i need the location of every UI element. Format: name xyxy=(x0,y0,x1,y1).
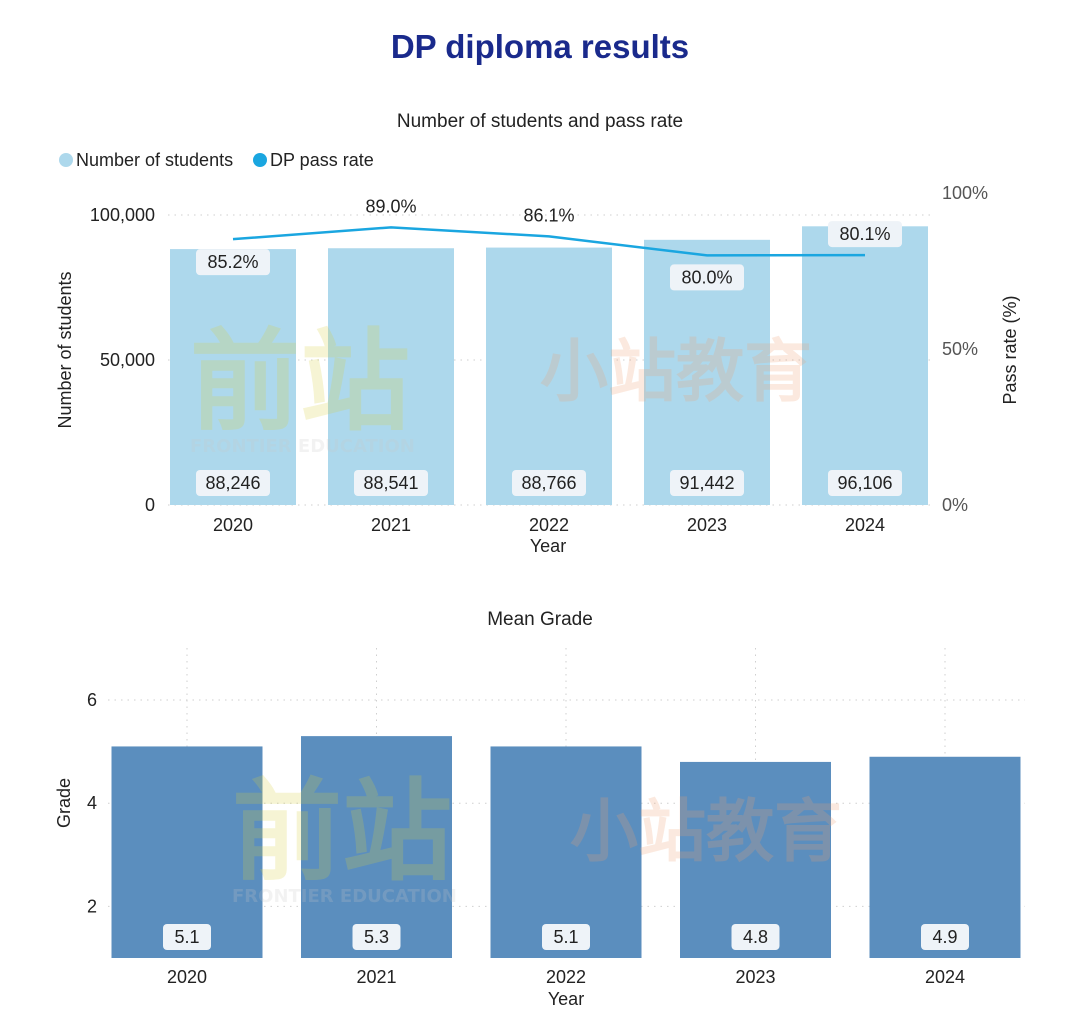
chart-title: Number of students and pass rate xyxy=(397,111,683,132)
bar-label-2024-text: 96,106 xyxy=(837,473,892,493)
bar-label-2022-text: 88,766 xyxy=(521,473,576,493)
watermark-brand-cn: 前站 xyxy=(190,318,410,446)
x-tick-label: 2023 xyxy=(687,515,727,535)
bar-label-2021-bg xyxy=(354,470,428,496)
y2-tick-label: 100% xyxy=(942,183,988,203)
x-tick-label: 2024 xyxy=(925,967,965,987)
grade-label-2021: 5.3 xyxy=(352,924,401,950)
legend-marker-students xyxy=(59,153,73,167)
grade-label-2022-bg xyxy=(542,924,590,950)
grade-label-2020-text: 5.1 xyxy=(174,927,199,947)
bar-label-2020-bg xyxy=(196,470,270,496)
y-tick-label: 50,000 xyxy=(100,350,155,370)
passrate-line xyxy=(232,226,866,257)
watermark-brand-en: FRONTIER EDUCATION xyxy=(190,436,415,457)
page-title: DP diploma results xyxy=(390,28,690,65)
grade-label-2020: 5.1 xyxy=(163,924,211,950)
passrate-label-2024-bg xyxy=(828,221,902,248)
x-tick-label: 2023 xyxy=(735,967,775,987)
watermark-brand-cn: 前站 xyxy=(232,768,452,896)
bar-label-2020-text: 88,246 xyxy=(205,473,260,493)
grade-label-2023-bg xyxy=(731,924,780,950)
y2-axis-title: Pass rate (%) xyxy=(1000,295,1020,404)
grade-label-2024-text: 4.9 xyxy=(932,927,957,947)
x-tick-label: 2024 xyxy=(845,515,885,535)
bar-label-2024-bg xyxy=(828,470,902,496)
passrate-label-2020-text: 85.2% xyxy=(207,252,258,272)
x-tick-label: 2021 xyxy=(356,967,396,987)
legend-label-passrate: DP pass rate xyxy=(270,150,374,170)
bar-label-2023-bg xyxy=(670,470,744,496)
passrate-label-2022: 86.1% xyxy=(523,205,574,225)
y-tick-label: 100,000 xyxy=(90,205,155,225)
passrate-label-2023-text: 80.0% xyxy=(681,267,732,287)
grade-label-2024: 4.9 xyxy=(921,924,969,950)
legend-marker-passrate xyxy=(253,153,267,167)
passrate-label-2023: 80.0% xyxy=(670,264,744,291)
grade-label-2024-bg xyxy=(921,924,969,950)
passrate-label-2024: 80.1% xyxy=(828,221,902,248)
bar-label-2022: 88,766 xyxy=(512,470,586,496)
bar-grade-2021 xyxy=(301,736,452,958)
bar-label-2020: 88,246 xyxy=(196,470,270,496)
x-tick-label: 2020 xyxy=(213,515,253,535)
y-tick-label: 4 xyxy=(87,793,97,813)
x-axis-title: Year xyxy=(530,536,566,556)
grade-label-2021-text: 5.3 xyxy=(364,927,389,947)
passrate-label-2020-bg xyxy=(196,249,270,276)
bar-label-2023: 91,442 xyxy=(670,470,744,496)
x-axis-title: Year xyxy=(548,989,584,1009)
x-tick-label: 2022 xyxy=(529,515,569,535)
bar-label-2024: 96,106 xyxy=(828,470,902,496)
passrate-label-2020: 85.2% xyxy=(196,249,270,276)
passrate-label-2024-text: 80.1% xyxy=(839,224,890,244)
bar-label-2021: 88,541 xyxy=(354,470,428,496)
y2-tick-label: 0% xyxy=(942,495,968,515)
chart-title: Mean Grade xyxy=(487,609,593,630)
bar-students-2022 xyxy=(486,247,612,505)
passrate-label-2023-bg xyxy=(670,264,744,291)
bar-students-2024 xyxy=(802,226,928,505)
bar-students-2021 xyxy=(328,248,454,506)
bar-students-2020 xyxy=(170,249,296,505)
y-tick-label: 6 xyxy=(87,690,97,710)
grade-label-2023-text: 4.8 xyxy=(743,927,768,947)
grade-label-2021-bg xyxy=(352,924,401,950)
y-tick-label: 0 xyxy=(145,495,155,515)
grade-label-2022: 5.1 xyxy=(542,924,590,950)
bar-label-2021-text: 88,541 xyxy=(363,473,418,493)
grade-label-2022-text: 5.1 xyxy=(553,927,578,947)
watermark-brand2-cn: 小站教育 xyxy=(540,333,812,412)
watermark-brand2-cn: 小站教育 xyxy=(570,793,842,872)
x-tick-label: 2020 xyxy=(167,967,207,987)
grade-label-2023: 4.8 xyxy=(731,924,780,950)
grade-label-2020-bg xyxy=(163,924,211,950)
bar-grade-2022 xyxy=(490,746,642,958)
passrate-label-2021: 89.0% xyxy=(365,196,416,216)
bar-grade-2020 xyxy=(111,746,263,958)
y2-tick-label: 50% xyxy=(942,339,978,359)
watermark-brand-en: FRONTIER EDUCATION xyxy=(232,886,457,907)
bar-label-2023-text: 91,442 xyxy=(679,473,734,493)
bar-label-2022-bg xyxy=(512,470,586,496)
y-tick-label: 2 xyxy=(87,896,97,916)
y-axis-title: Number of students xyxy=(55,271,75,428)
x-tick-label: 2022 xyxy=(546,967,586,987)
x-tick-label: 2021 xyxy=(371,515,411,535)
legend-label-students: Number of students xyxy=(76,150,233,170)
y-axis-title: Grade xyxy=(54,778,74,828)
students-passrate-chart: Number of students and pass rate Number o… xyxy=(55,111,1020,556)
